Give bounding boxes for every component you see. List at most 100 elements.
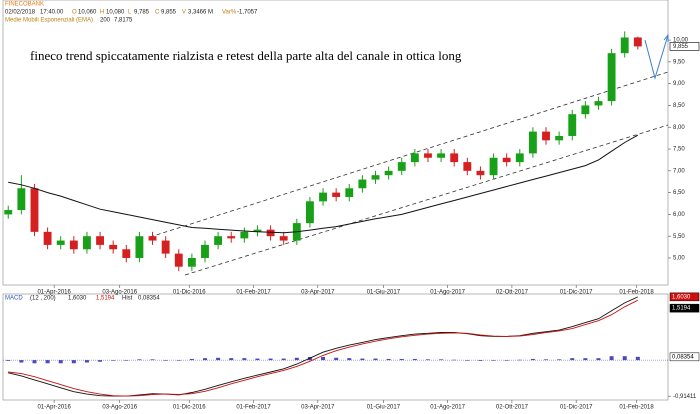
candle-body: [450, 153, 459, 163]
last-value-label: 0,08354: [672, 354, 694, 360]
last-value-box: [669, 303, 700, 313]
candle-body: [319, 192, 327, 202]
hist-bar: [281, 358, 286, 361]
candle-body: [633, 37, 642, 47]
x-tick-label: 01-Dic-2017: [560, 290, 593, 296]
hist-bar: [189, 358, 194, 361]
hist-bar: [465, 360, 470, 361]
hist-bar: [268, 358, 273, 361]
candle-body: [568, 114, 577, 136]
x-tick-label: 01-Ago-2017: [430, 290, 465, 296]
candle-body: [371, 175, 380, 180]
candle-body: [515, 153, 524, 163]
field-label: L: [128, 10, 132, 16]
x-tick-label: 01-Giu-2017: [367, 405, 401, 411]
hist-bar: [347, 358, 352, 361]
candle-body: [463, 162, 472, 171]
arrow-head: [663, 33, 669, 42]
x-tick-label: 01-Apr-2016: [37, 290, 71, 296]
candle-body: [83, 236, 91, 250]
candle-body: [201, 244, 209, 258]
y-tick-label: 10,00: [673, 38, 689, 44]
x-tick-label: 01-Feb-2017: [236, 405, 271, 411]
symbol: FINECOBANK: [5, 2, 44, 8]
candle-body: [96, 236, 104, 245]
hist-bar: [84, 360, 89, 363]
hist-bar: [425, 359, 430, 361]
candle-body: [476, 170, 485, 176]
hist-bar: [334, 357, 339, 361]
candle-body: [620, 37, 629, 54]
candle-body: [555, 135, 564, 141]
hist-bar: [6, 360, 11, 361]
hist-bar: [163, 360, 168, 361]
x-tick-label: 02-Ott-2017: [496, 290, 529, 296]
last-value-label: 1,5194: [672, 306, 691, 312]
field-label: O: [72, 10, 77, 16]
candle-body: [410, 153, 419, 163]
hist-bar: [478, 360, 483, 361]
candle-body: [227, 236, 236, 239]
ema-name: Medie Mobili Esponenziali (EMA): [5, 18, 93, 24]
candle-body: [17, 188, 26, 211]
field-value: 9,785: [134, 10, 150, 16]
hist-bar: [58, 360, 63, 364]
x-tick-label: 01-Feb-2017: [236, 290, 271, 296]
y-tick-label: 8,50: [673, 103, 685, 109]
hist-bar: [111, 360, 116, 361]
y-tick-label: -0,91411: [673, 394, 697, 400]
field-value: -1,7057: [237, 10, 258, 16]
field-value: 3,3466 M: [188, 10, 213, 16]
hist-bar: [439, 359, 444, 361]
candle-body: [43, 231, 52, 245]
hist-bar: [124, 360, 129, 361]
candle-body: [69, 240, 78, 250]
hist-bar: [452, 359, 457, 361]
candle-body: [489, 157, 498, 176]
hist-bar: [386, 358, 391, 361]
x-tick-label: 03-Apr-2017: [301, 290, 335, 296]
candle-body: [135, 236, 144, 258]
candle-body: [4, 210, 13, 215]
x-tick-label: 01-Apr-2016: [37, 405, 71, 411]
hist-bar: [412, 358, 417, 361]
candle-body: [607, 53, 616, 102]
y-tick-label: 9,00: [673, 81, 685, 87]
candle-body: [305, 201, 314, 224]
last-value-label: 1,6030: [672, 294, 691, 300]
x-tick-label: 01-Feb-2018: [619, 405, 654, 411]
field-value: 10,080: [106, 10, 125, 16]
candle-body: [279, 236, 288, 241]
candle-body: [253, 229, 262, 232]
x-tick-label: 01-Dic-2016: [173, 290, 206, 296]
candle-body: [384, 170, 393, 176]
hist-value: 0,08354: [138, 296, 160, 302]
candle-body: [122, 249, 131, 258]
field-value: 10,060: [78, 10, 97, 16]
hist-bar: [635, 356, 640, 361]
hist-bar: [71, 360, 76, 364]
x-tick-label: 01-Dic-2017: [560, 405, 593, 411]
candle-body: [332, 192, 341, 197]
y-tick-label: 6,50: [673, 190, 685, 196]
price-pane: [2, 0, 669, 286]
hist-bar: [150, 359, 155, 361]
hist-bar: [544, 359, 549, 361]
hist-bar: [596, 358, 601, 361]
hist-bar: [137, 359, 142, 361]
hist-bar: [491, 360, 496, 361]
hist-bar: [45, 360, 50, 364]
hist-bar: [517, 359, 522, 361]
candle-body: [345, 188, 354, 197]
hist-bar: [98, 360, 103, 362]
candle-body: [240, 231, 249, 239]
field-value: 9,855: [161, 10, 177, 16]
y-tick-label: 9,50: [673, 59, 685, 65]
hist-bar: [609, 356, 614, 361]
candle-body: [528, 131, 537, 154]
field-label: C: [155, 10, 160, 16]
hist-bar: [373, 358, 378, 361]
hist-bar: [176, 360, 181, 361]
x-tick-label: 01-Feb-2018: [619, 290, 654, 296]
candle-body: [581, 105, 590, 115]
